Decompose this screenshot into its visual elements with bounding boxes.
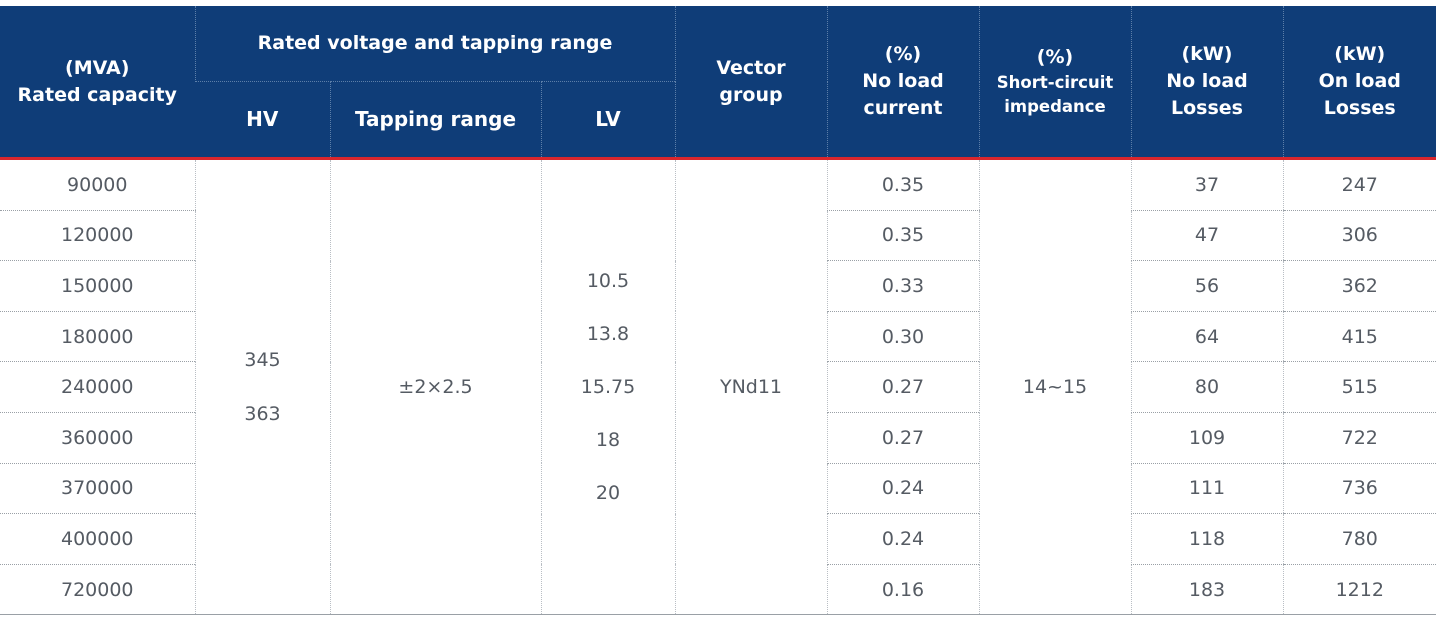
header-rated-voltage-group: Rated voltage and tapping range <box>194 6 675 82</box>
table-row: 180000 0.30 64 415 <box>0 311 1436 363</box>
capacity-cell: 90000 <box>0 158 195 211</box>
no-load-losses-cell: 109 <box>1130 412 1283 464</box>
table-row: 90000 345 363 ±2×2.5 10.5 13.8 15.75 18 … <box>0 158 1436 616</box>
capacity-cell: 150000 <box>0 260 195 312</box>
on-load-losses-cell: 247 <box>1282 158 1436 211</box>
header-vector-group: Vector group <box>674 6 827 160</box>
table-row: 370000 0.24 111 736 <box>0 463 1436 515</box>
no-load-losses-cell: 47 <box>1130 210 1283 262</box>
hv-cell: 345 363 <box>194 158 330 616</box>
table-row: 240000 0.27 80 515 <box>0 361 1436 413</box>
header-no-load-current: (%) No load current <box>826 6 979 160</box>
capacity-cell: 370000 <box>0 463 195 515</box>
on-load-losses-cell: 415 <box>1282 311 1436 363</box>
header-tapping-range: Tapping range <box>329 81 541 160</box>
short-circuit-impedance-cell: 14~15 <box>978 158 1131 616</box>
header-on-load-losses: (kW) On load Losses <box>1282 6 1436 160</box>
no-load-current-cell: 0.27 <box>826 412 979 464</box>
no-load-current-cell: 0.27 <box>826 361 979 413</box>
on-load-losses-cell: 1212 <box>1282 564 1436 616</box>
table-row: 400000 0.24 118 780 <box>0 513 1436 565</box>
no-load-losses-cell: 111 <box>1130 463 1283 515</box>
header-no-load-losses: (kW) No load Losses <box>1130 6 1283 160</box>
no-load-losses-cell: 56 <box>1130 260 1283 312</box>
table-row: 360000 0.27 109 722 <box>0 412 1436 464</box>
vector-group-cell: YNd11 <box>674 158 827 616</box>
on-load-losses-cell: 780 <box>1282 513 1436 565</box>
capacity-cell: 180000 <box>0 311 195 363</box>
no-load-current-cell: 0.35 <box>826 158 979 211</box>
no-load-current-cell: 0.33 <box>826 260 979 312</box>
no-load-losses-cell: 183 <box>1130 564 1283 616</box>
capacity-cell: 400000 <box>0 513 195 565</box>
no-load-current-cell: 0.30 <box>826 311 979 363</box>
on-load-losses-cell: 515 <box>1282 361 1436 413</box>
no-load-current-cell: 0.35 <box>826 210 979 262</box>
no-load-losses-cell: 118 <box>1130 513 1283 565</box>
no-load-current-cell: 0.24 <box>826 463 979 515</box>
no-load-losses-cell: 64 <box>1130 311 1283 363</box>
capacity-cell: 720000 <box>0 564 195 616</box>
transformer-spec-table: (MVA) Rated capacity Rated voltage and t… <box>0 6 1436 616</box>
header-hv: HV <box>195 81 330 160</box>
no-load-losses-cell: 37 <box>1130 158 1283 211</box>
capacity-cell: 120000 <box>0 210 195 262</box>
table-row: 150000 0.33 56 362 <box>0 260 1436 312</box>
lv-cell: 10.5 13.8 15.75 18 20 <box>540 158 675 616</box>
on-load-losses-cell: 722 <box>1282 412 1436 464</box>
no-load-losses-cell: 80 <box>1130 361 1283 413</box>
no-load-current-cell: 0.24 <box>826 513 979 565</box>
header-short-circuit-impedance: (%) Short-circuit impedance <box>978 6 1131 160</box>
header-rated-capacity: (MVA) Rated capacity <box>0 6 195 160</box>
capacity-cell: 360000 <box>0 412 195 464</box>
table-row: 120000 0.35 47 306 <box>0 210 1436 262</box>
header-lv: LV <box>540 81 675 160</box>
tapping-range-cell: ±2×2.5 <box>329 158 541 616</box>
table-header: (MVA) Rated capacity Rated voltage and t… <box>0 6 1436 160</box>
on-load-losses-cell: 736 <box>1282 463 1436 515</box>
on-load-losses-cell: 306 <box>1282 210 1436 262</box>
table-row: 720000 0.16 183 1212 <box>0 564 1436 616</box>
capacity-cell: 240000 <box>0 361 195 413</box>
table-body: 90000 345 363 ±2×2.5 10.5 13.8 15.75 18 … <box>0 158 1436 616</box>
on-load-losses-cell: 362 <box>1282 260 1436 312</box>
no-load-current-cell: 0.16 <box>826 564 979 616</box>
